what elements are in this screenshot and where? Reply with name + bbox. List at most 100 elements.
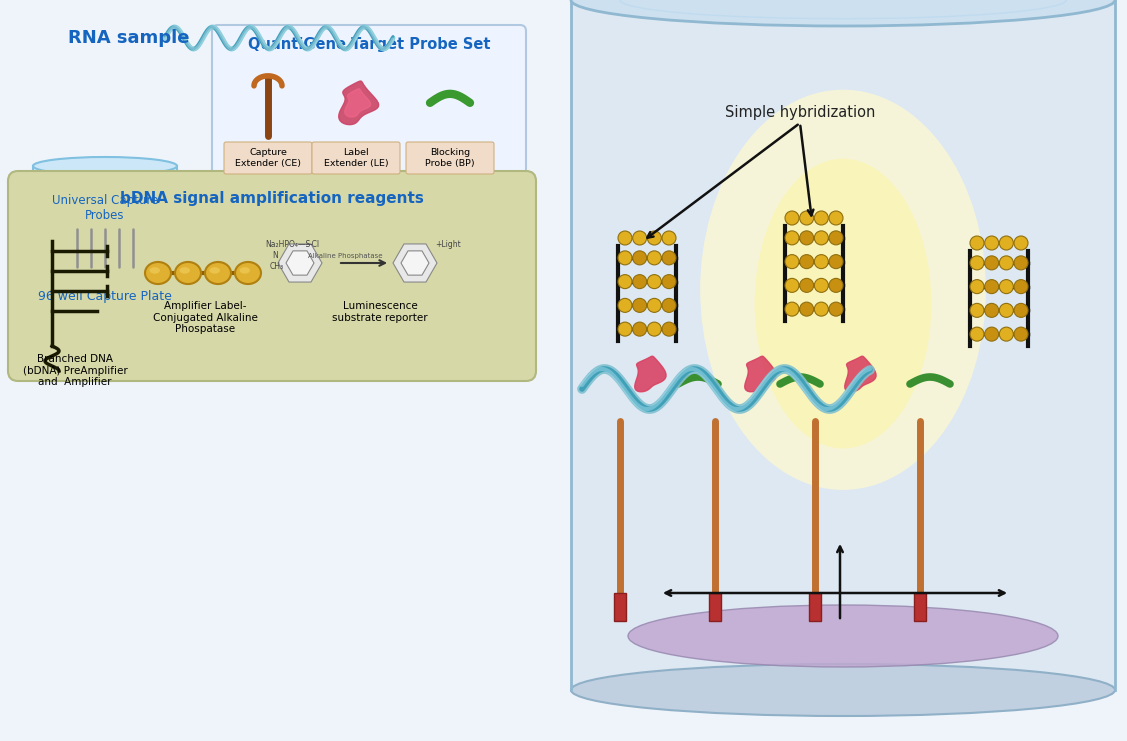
Text: Luminescence
substrate reporter: Luminescence substrate reporter bbox=[332, 301, 428, 322]
Circle shape bbox=[829, 255, 843, 269]
FancyBboxPatch shape bbox=[224, 142, 312, 174]
Ellipse shape bbox=[571, 0, 1115, 26]
Circle shape bbox=[970, 327, 984, 341]
Ellipse shape bbox=[236, 262, 261, 284]
Circle shape bbox=[662, 231, 676, 245]
Circle shape bbox=[618, 322, 632, 336]
Circle shape bbox=[1000, 279, 1013, 293]
Text: Simple hybridization: Simple hybridization bbox=[725, 105, 876, 121]
Text: Na₂HPO₄—S: Na₂HPO₄—S bbox=[265, 240, 310, 249]
Text: +Light: +Light bbox=[435, 240, 461, 249]
Circle shape bbox=[1000, 256, 1013, 270]
Bar bbox=[914, 593, 926, 621]
FancyBboxPatch shape bbox=[212, 25, 526, 182]
Circle shape bbox=[815, 255, 828, 269]
Text: CH₃: CH₃ bbox=[270, 262, 284, 271]
Polygon shape bbox=[571, 0, 1115, 690]
FancyBboxPatch shape bbox=[8, 171, 536, 381]
Circle shape bbox=[829, 302, 843, 316]
Bar bbox=[614, 593, 625, 621]
Circle shape bbox=[618, 299, 632, 313]
Ellipse shape bbox=[205, 262, 231, 284]
Polygon shape bbox=[339, 81, 379, 124]
Circle shape bbox=[829, 279, 843, 293]
FancyBboxPatch shape bbox=[312, 142, 400, 174]
Polygon shape bbox=[393, 244, 437, 282]
Circle shape bbox=[985, 303, 999, 317]
Text: Amplifier Label-
Conjugated Alkaline
Phospatase: Amplifier Label- Conjugated Alkaline Pho… bbox=[152, 301, 257, 334]
Text: 96 well Capture Plate: 96 well Capture Plate bbox=[38, 290, 172, 303]
Circle shape bbox=[985, 256, 999, 270]
Circle shape bbox=[970, 303, 984, 317]
Ellipse shape bbox=[33, 267, 177, 285]
Ellipse shape bbox=[628, 605, 1058, 667]
Text: N: N bbox=[272, 251, 277, 260]
Polygon shape bbox=[845, 356, 876, 392]
Circle shape bbox=[800, 255, 814, 269]
Text: bDNA signal amplification reagents: bDNA signal amplification reagents bbox=[121, 191, 424, 207]
Circle shape bbox=[632, 299, 647, 313]
Circle shape bbox=[1014, 256, 1028, 270]
Circle shape bbox=[647, 299, 662, 313]
Circle shape bbox=[786, 211, 799, 225]
Circle shape bbox=[985, 279, 999, 293]
Ellipse shape bbox=[755, 159, 931, 448]
Circle shape bbox=[647, 231, 662, 245]
Circle shape bbox=[1014, 236, 1028, 250]
Text: Label
Extender (LE): Label Extender (LE) bbox=[323, 148, 389, 167]
Circle shape bbox=[800, 279, 814, 293]
Text: Branched DNA
(bDNA) PreAmplifier
and  Amplifier: Branched DNA (bDNA) PreAmplifier and Amp… bbox=[23, 354, 127, 388]
Circle shape bbox=[1014, 327, 1028, 341]
Circle shape bbox=[632, 322, 647, 336]
Circle shape bbox=[786, 231, 799, 245]
Circle shape bbox=[647, 322, 662, 336]
Circle shape bbox=[800, 231, 814, 245]
Ellipse shape bbox=[33, 157, 177, 175]
Circle shape bbox=[815, 302, 828, 316]
Polygon shape bbox=[745, 356, 777, 392]
Polygon shape bbox=[278, 244, 322, 282]
Circle shape bbox=[800, 211, 814, 225]
Circle shape bbox=[618, 275, 632, 289]
Ellipse shape bbox=[571, 664, 1115, 716]
Text: Capture
Extender (CE): Capture Extender (CE) bbox=[236, 148, 301, 167]
Text: Blocking
Probe (BP): Blocking Probe (BP) bbox=[425, 148, 474, 167]
Circle shape bbox=[662, 251, 676, 265]
Polygon shape bbox=[635, 356, 666, 392]
Circle shape bbox=[1014, 303, 1028, 317]
Polygon shape bbox=[286, 251, 314, 275]
Ellipse shape bbox=[150, 268, 160, 273]
Ellipse shape bbox=[175, 262, 201, 284]
Circle shape bbox=[786, 255, 799, 269]
Text: —Cl: —Cl bbox=[305, 240, 320, 249]
Circle shape bbox=[786, 279, 799, 293]
Bar bbox=[709, 593, 721, 621]
Circle shape bbox=[647, 275, 662, 289]
Circle shape bbox=[618, 231, 632, 245]
Ellipse shape bbox=[179, 268, 190, 273]
Text: Universal Capture
Probes: Universal Capture Probes bbox=[52, 194, 158, 222]
Circle shape bbox=[662, 322, 676, 336]
Circle shape bbox=[662, 299, 676, 313]
Circle shape bbox=[632, 231, 647, 245]
Circle shape bbox=[815, 279, 828, 293]
Circle shape bbox=[1000, 303, 1013, 317]
Polygon shape bbox=[401, 251, 429, 275]
Circle shape bbox=[786, 302, 799, 316]
Circle shape bbox=[829, 231, 843, 245]
Circle shape bbox=[1000, 327, 1013, 341]
Circle shape bbox=[632, 251, 647, 265]
Circle shape bbox=[815, 211, 828, 225]
Circle shape bbox=[662, 275, 676, 289]
Circle shape bbox=[1000, 236, 1013, 250]
Ellipse shape bbox=[210, 268, 220, 273]
Circle shape bbox=[800, 302, 814, 316]
Circle shape bbox=[1014, 279, 1028, 293]
Polygon shape bbox=[33, 166, 177, 276]
Circle shape bbox=[970, 256, 984, 270]
Circle shape bbox=[632, 275, 647, 289]
Circle shape bbox=[647, 251, 662, 265]
Ellipse shape bbox=[700, 90, 986, 490]
Circle shape bbox=[985, 327, 999, 341]
Text: QuantiGene Target Probe Set: QuantiGene Target Probe Set bbox=[248, 38, 490, 53]
